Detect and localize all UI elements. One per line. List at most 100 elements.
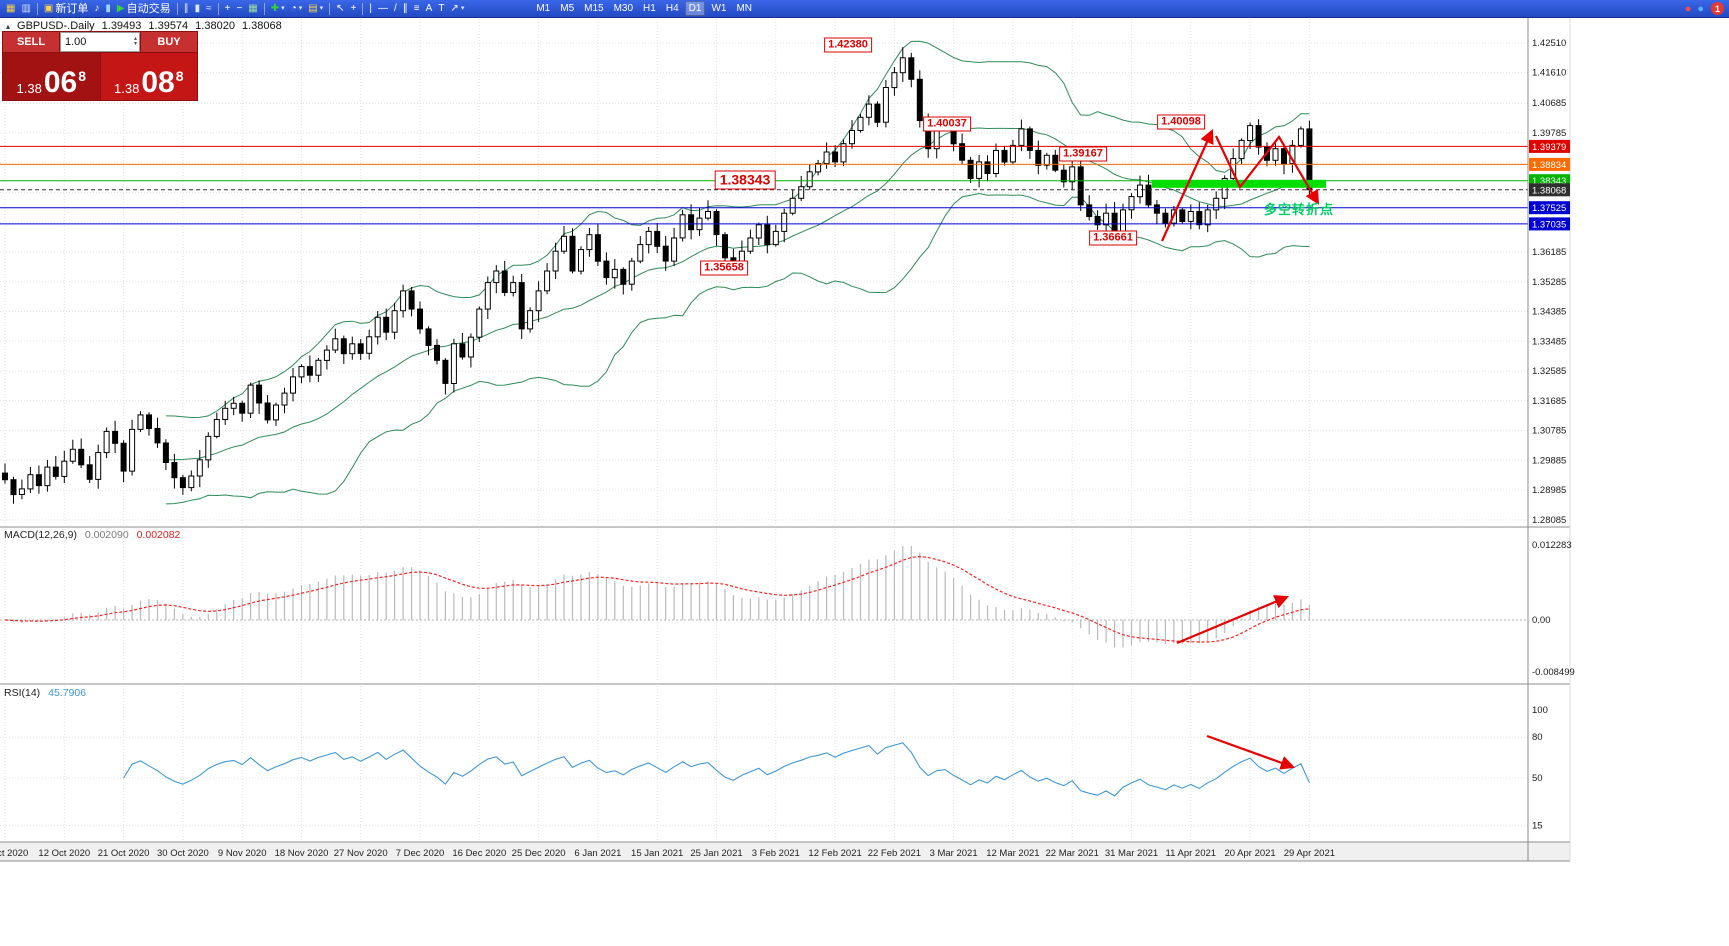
svg-text:15 Jan 2021: 15 Jan 2021 xyxy=(631,848,683,859)
rsi-trend-arrow[interactable] xyxy=(1206,734,1296,770)
timeframe-h4-button[interactable]: H4 xyxy=(665,3,679,14)
zoom-in-button[interactable]: + xyxy=(222,1,234,17)
sell-price-tile[interactable]: 1.38 06 8 xyxy=(3,53,100,100)
auto-trading-icon: ▶ xyxy=(116,2,125,14)
svg-text:1.32585: 1.32585 xyxy=(1532,366,1566,377)
charts-window-button[interactable]: ▦ xyxy=(3,1,18,17)
toolbar-group: ✚ ▾ ◔ ▾ ▤ ▾ xyxy=(268,1,326,17)
charts-window-icon: ▦ xyxy=(6,2,16,14)
mobile-app-button[interactable]: ▮ xyxy=(102,1,114,17)
periods-button[interactable]: ◔ ▾ xyxy=(288,1,306,17)
volume-input[interactable] xyxy=(63,35,115,49)
news-icon-button[interactable]: ● xyxy=(1682,1,1695,17)
timeframe-toolbar: M1 M5 M15 M30 H1 H4 D1 W1 MN xyxy=(531,1,757,17)
inbox-icon-button[interactable]: ● xyxy=(1694,1,1707,17)
crosshair-button[interactable]: + xyxy=(348,1,360,17)
bollinger-bands xyxy=(165,40,1310,505)
svg-text:1.39379: 1.39379 xyxy=(1532,142,1566,153)
toolbar-group: | — / ∥ ≡ A T ↗ ▾ xyxy=(366,1,467,17)
timeframe-m1-button[interactable]: M1 xyxy=(536,3,551,14)
zoom-out-icon: − xyxy=(236,2,243,14)
svg-text:1.42510: 1.42510 xyxy=(1532,38,1566,49)
svg-text:1.31685: 1.31685 xyxy=(1532,396,1566,407)
one-click-top-row: SELL ▴ ▾ BUY xyxy=(3,32,197,52)
volume-control: ▴ ▾ xyxy=(60,32,140,52)
candlestick-mode-button[interactable]: ▮ xyxy=(192,1,204,17)
indicators-button[interactable]: ✚ ▾ xyxy=(268,1,288,17)
text-label-button[interactable]: A xyxy=(423,1,436,17)
timeframe-m15-button[interactable]: M15 xyxy=(584,3,604,14)
svg-text:16 Dec 2020: 16 Dec 2020 xyxy=(452,848,506,859)
svg-text:18 Nov 2020: 18 Nov 2020 xyxy=(275,848,329,859)
macd-signal-value: 0.002082 xyxy=(136,529,181,541)
macd-histogram xyxy=(12,546,1311,648)
horizontal-line-button[interactable]: — xyxy=(375,1,391,17)
trendline-button[interactable]: / xyxy=(391,1,400,17)
one-click-trading-panel: SELL ▴ ▾ BUY 1.38 06 8 1.38 08 8 xyxy=(2,31,198,101)
zigzag-arrow[interactable] xyxy=(1215,135,1320,205)
price-axis-labels: 1.42510 1.41610 1.40685 1.39785 1.36185 1.352… xyxy=(1532,38,1566,526)
impulse-up-arrow[interactable] xyxy=(1160,129,1214,242)
crosshair-icon: + xyxy=(350,2,357,14)
fibonacci-button[interactable]: ≡ xyxy=(411,1,423,17)
macd-trend-arrow[interactable] xyxy=(1176,595,1289,645)
zoom-in-icon: + xyxy=(224,2,231,14)
vertical-gridlines xyxy=(4,19,1310,840)
notification-badge[interactable]: 1 xyxy=(1711,2,1724,15)
arrows-tool-button[interactable]: ↗ ▾ xyxy=(447,1,467,17)
spin-up-icon[interactable]: ▴ xyxy=(133,36,137,42)
vertical-line-button[interactable]: | xyxy=(366,1,375,17)
tile-windows-button[interactable]: ▦ xyxy=(245,1,260,17)
sell-button[interactable]: SELL xyxy=(3,32,59,52)
timeframe-h1-button[interactable]: H1 xyxy=(643,3,656,14)
pivot-annotation-text[interactable]: 多空转折点 xyxy=(1264,202,1335,217)
bar-chart-mode-icon: ∥ xyxy=(183,2,189,14)
toolbar-right: ● ● 1 xyxy=(1682,1,1726,17)
timeframe-m30-button[interactable]: M30 xyxy=(613,3,634,14)
caret-down-icon: ▾ xyxy=(298,4,303,12)
text-annotation-button[interactable]: T xyxy=(435,1,447,17)
rsi-line xyxy=(123,742,1310,797)
svg-text:0.00: 0.00 xyxy=(1532,615,1551,626)
horizontal-line-icon: — xyxy=(378,2,389,14)
alerts-sound-button[interactable]: ♪ xyxy=(91,1,102,17)
line-chart-mode-button[interactable]: ≈ xyxy=(203,1,215,17)
indicators-icon: ✚ xyxy=(270,2,280,14)
vertical-line-icon: | xyxy=(369,2,373,14)
auto-trading-button[interactable]: ▶ 自动交易 xyxy=(114,1,174,17)
svg-text:22 Mar 2021: 22 Mar 2021 xyxy=(1046,848,1099,859)
svg-text:50: 50 xyxy=(1532,773,1543,784)
timeframe-m5-button[interactable]: M5 xyxy=(560,3,575,14)
cursor-button[interactable]: ↖ xyxy=(333,1,347,17)
svg-text:20 Apr 2021: 20 Apr 2021 xyxy=(1224,848,1275,859)
toolbar-separator xyxy=(329,2,331,15)
svg-text:30 Oct 2020: 30 Oct 2020 xyxy=(157,848,209,859)
bar-chart-mode-button[interactable]: ∥ xyxy=(181,1,192,17)
timeframe-d1-button[interactable]: D1 xyxy=(684,1,706,16)
tile-windows-icon: ▦ xyxy=(248,2,258,14)
svg-text:1 Oct 2020: 1 Oct 2020 xyxy=(0,848,28,859)
caret-down-icon: ▾ xyxy=(319,4,324,12)
new-order-icon: ▣ xyxy=(43,2,54,14)
zoom-out-button[interactable]: − xyxy=(233,1,245,17)
toolbar-group: ↖ + xyxy=(333,1,359,17)
svg-text:1.38068: 1.38068 xyxy=(1532,185,1566,196)
templates-button[interactable]: ▤ ▾ xyxy=(305,1,326,17)
buy-button[interactable]: BUY xyxy=(141,32,197,52)
toolbar-separator xyxy=(217,2,219,15)
volume-spinner[interactable]: ▴ ▾ xyxy=(133,36,137,47)
svg-text:1.36185: 1.36185 xyxy=(1532,247,1566,258)
rsi-label: RSI(14) 45.7906 xyxy=(4,687,86,699)
tick-chart-button[interactable]: ▥ xyxy=(18,1,33,17)
new-order-button[interactable]: ▣ 新订单 xyxy=(41,1,91,17)
one-click-toggle-icon[interactable]: ▴ xyxy=(6,21,11,31)
svg-text:1.38834: 1.38834 xyxy=(1532,160,1566,171)
equidistant-channel-button[interactable]: ∥ xyxy=(400,1,411,17)
timeframe-mn-button[interactable]: MN xyxy=(736,3,752,14)
svg-text:11 Apr 2021: 11 Apr 2021 xyxy=(1166,848,1217,859)
svg-text:27 Nov 2020: 27 Nov 2020 xyxy=(334,848,388,859)
timeframe-w1-button[interactable]: W1 xyxy=(711,3,727,14)
buy-price-tile[interactable]: 1.38 08 8 xyxy=(100,53,197,100)
spin-down-icon[interactable]: ▾ xyxy=(133,41,137,47)
